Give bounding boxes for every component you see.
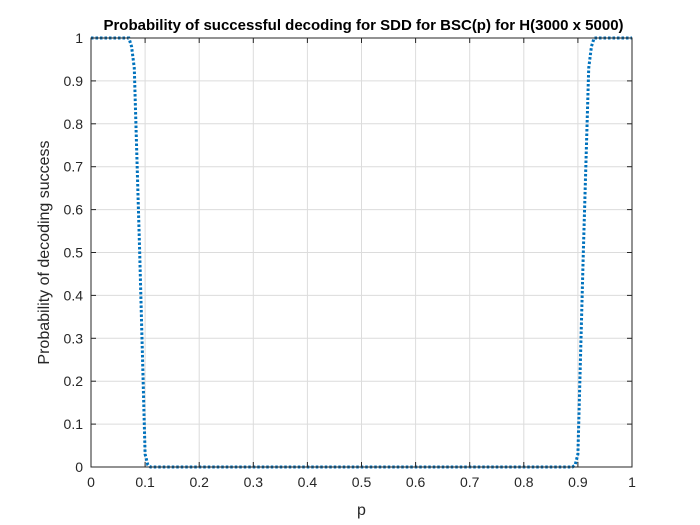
x-tick-label: 0.5 [352,474,372,490]
x-tick-label: 0.3 [244,474,264,490]
y-tick-label: 0.5 [64,245,84,261]
tick-marks [90,37,633,468]
x-tick-label: 0.2 [189,474,209,490]
x-tick-label: 0.9 [568,474,588,490]
y-tick-label: 0.9 [64,73,84,89]
y-tick-label: 0.1 [64,416,84,432]
y-tick-label: 0.3 [64,330,84,346]
y-tick-label: 0.6 [64,202,84,218]
chart-title: Probability of successful decoding for S… [103,17,623,34]
x-tick-label: 0.4 [298,474,318,490]
x-tick-label: 0.6 [406,474,426,490]
x-tick-labels: 0 0.1 0.2 0.3 0.4 0.5 0.6 0.7 0.8 0.9 1 [87,474,636,490]
y-tick-label: 0 [75,459,83,475]
x-tick-label: 0.8 [514,474,534,490]
y-tick-labels: 0 0.1 0.2 0.3 0.4 0.5 0.6 0.7 0.8 0.9 1 [64,30,84,475]
x-tick-label: 0 [87,474,95,490]
y-tick-label: 0.8 [64,116,84,132]
y-tick-label: 0.7 [64,159,84,175]
x-axis-label: p [357,502,366,519]
y-tick-label: 1 [75,30,83,46]
x-tick-label: 0.7 [460,474,480,490]
y-axis-label: Probability of decoding success [36,140,53,364]
x-tick-label: 1 [628,474,636,490]
x-tick-label: 0.1 [135,474,155,490]
y-tick-label: 0.4 [64,287,84,303]
y-tick-label: 0.2 [64,373,84,389]
